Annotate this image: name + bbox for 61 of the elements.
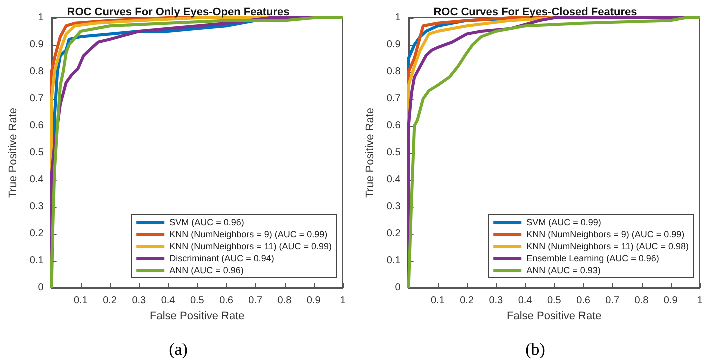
x-axis-title: False Positive Rate	[507, 310, 602, 322]
y-tick-label: 0	[395, 282, 402, 294]
y-tick-label: 0.7	[386, 94, 402, 104]
y-axis-title: True Positive Rate	[8, 108, 20, 198]
x-tick-label: 0.6	[576, 296, 591, 306]
legend-label: KNN (NumNeighbors = 11) (AUC = 0.98)	[526, 242, 690, 252]
chart-title: ROC Curves For Only Eyes-Open Features	[67, 6, 290, 18]
line-series	[50, 16, 344, 290]
x-tick-label: 0.5	[190, 296, 205, 306]
legend-label: Discriminant (AUC = 0.94)	[170, 254, 274, 264]
y-tick-label: 0.3	[386, 202, 402, 212]
y-tick-label: 0.2	[386, 228, 402, 240]
legend-label: KNN (NumNeighbors = 9) (AUC = 0.99)	[170, 230, 328, 240]
y-tick-label: 1	[38, 12, 44, 24]
y-tick-label: 0.2	[30, 228, 44, 240]
y-axis-title: True Positive Rate	[364, 108, 376, 198]
y-tick-label: 1	[395, 12, 402, 24]
text: (a)	[168, 340, 189, 360]
x-tick-label: 0.9	[664, 296, 678, 306]
y-tick-label: 0	[38, 282, 44, 294]
legend-label: KNN (NumNeighbors = 11) (AUC = 0.99)	[170, 242, 332, 252]
x-tick-label: 0.7	[248, 296, 264, 306]
x-tick-label: 0.3	[132, 296, 147, 306]
y-tick-label: 0.1	[386, 256, 402, 266]
x-tick-label: 0.9	[306, 296, 322, 306]
x-tick-label: 1	[340, 296, 346, 306]
x-tick-label: 0.8	[278, 296, 292, 306]
y-tick-label: 0.7	[30, 94, 44, 104]
legend-label: ANN (AUC = 0.96)	[170, 266, 244, 276]
legend-label: SVM (AUC = 0.99)	[526, 218, 602, 228]
y-tick-label: 0.8	[386, 66, 402, 78]
y-tick-label: 0.4	[386, 174, 402, 186]
legend-label: Ensemble Learning (AUC = 0.96)	[526, 254, 660, 264]
x-tick-label: 0.5	[547, 296, 562, 306]
x-tick-label: 0.4	[518, 296, 533, 306]
text: (b)	[524, 340, 546, 360]
y-tick-label: 0.4	[30, 174, 44, 186]
x-tick-label: 0.4	[161, 296, 176, 306]
x-tick-label: 0.8	[634, 296, 650, 306]
y-tick-label: 0.6	[30, 120, 44, 132]
legend-label: ANN (AUC = 0.93)	[526, 266, 601, 276]
legend-label: KNN (NumNeighbors = 9) (AUC = 0.99)	[526, 230, 685, 240]
x-tick-label: 0.7	[606, 296, 620, 306]
y-tick-label: 0.1	[30, 256, 44, 266]
x-tick-label: 0.2	[103, 296, 118, 306]
x-tick-label: 0.6	[220, 296, 234, 306]
y-tick-label: 0.8	[30, 66, 44, 78]
y-tick-label: 0.9	[386, 40, 402, 50]
y-tick-label: 0.3	[30, 202, 44, 212]
x-tick-label: 1	[697, 296, 704, 306]
y-tick-label: 0.5	[386, 148, 402, 158]
x-axis-title: False Positive Rate	[150, 310, 245, 322]
y-tick-label: 0.9	[30, 40, 44, 50]
legend-label: SVM (AUC = 0.96)	[170, 218, 244, 228]
x-tick-label: 0.2	[460, 296, 474, 306]
x-tick-label: 0.1	[74, 296, 88, 306]
x-tick-label: 0.3	[489, 296, 504, 306]
y-tick-label: 0.5	[30, 148, 44, 158]
y-tick-label: 0.6	[386, 120, 402, 132]
x-tick-label: 0.1	[430, 296, 446, 306]
chart-title: ROC Curves For Eyes-Closed Features	[434, 6, 638, 18]
